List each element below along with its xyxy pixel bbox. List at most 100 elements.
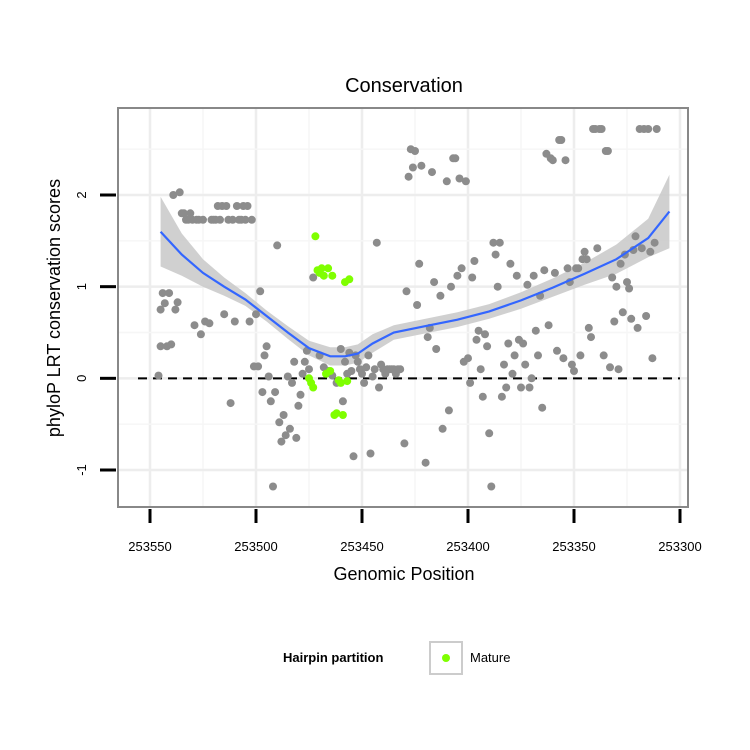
data-point bbox=[305, 365, 313, 374]
x-tick-label: 253450 bbox=[340, 539, 383, 554]
data-point bbox=[597, 125, 606, 133]
data-point bbox=[584, 323, 593, 332]
data-point bbox=[559, 354, 568, 363]
data-point bbox=[165, 289, 174, 298]
data-point bbox=[627, 314, 636, 323]
y-axis-title: phyloP LRT conservation scores bbox=[44, 179, 64, 437]
data-point bbox=[417, 161, 426, 170]
data-point bbox=[502, 383, 511, 392]
data-point bbox=[599, 351, 608, 360]
data-point bbox=[366, 449, 375, 458]
data-point bbox=[646, 247, 655, 256]
data-point bbox=[353, 357, 362, 366]
data-point bbox=[540, 266, 549, 275]
data-point bbox=[179, 209, 188, 218]
y-tick-label: 2 bbox=[74, 191, 89, 198]
data-point bbox=[557, 136, 566, 144]
data-point bbox=[252, 310, 260, 319]
data-point bbox=[481, 330, 489, 339]
points-other bbox=[154, 125, 661, 491]
data-point bbox=[232, 202, 241, 210]
data-point bbox=[457, 264, 466, 273]
data-point-mature bbox=[317, 264, 326, 273]
data-point bbox=[436, 291, 445, 300]
data-point bbox=[154, 371, 163, 380]
smooth-line bbox=[159, 210, 671, 358]
data-point bbox=[245, 317, 254, 326]
data-point bbox=[442, 177, 451, 186]
data-point bbox=[576, 351, 585, 360]
data-point bbox=[288, 378, 296, 387]
data-point bbox=[470, 257, 479, 265]
data-point bbox=[336, 345, 345, 353]
data-point bbox=[421, 458, 430, 467]
legend: Hairpin partition Mature bbox=[283, 641, 510, 675]
data-point bbox=[199, 215, 207, 224]
data-point bbox=[262, 342, 271, 351]
data-point bbox=[652, 125, 661, 133]
x-axis-title: Genomic Position bbox=[333, 564, 474, 584]
data-point bbox=[228, 215, 237, 224]
data-point bbox=[413, 301, 422, 309]
data-point bbox=[400, 439, 409, 448]
data-point bbox=[296, 390, 305, 399]
data-point bbox=[468, 273, 477, 282]
data-point bbox=[491, 250, 500, 259]
data-point bbox=[438, 424, 447, 433]
data-point bbox=[544, 321, 553, 330]
data-point bbox=[614, 365, 623, 374]
data-point bbox=[548, 156, 557, 165]
y-tick-label: -1 bbox=[74, 464, 89, 476]
data-point bbox=[538, 403, 547, 412]
data-point bbox=[574, 264, 583, 273]
data-point bbox=[523, 280, 532, 289]
data-point bbox=[266, 397, 275, 406]
x-tick-label: 253350 bbox=[552, 539, 595, 554]
data-point bbox=[582, 255, 591, 264]
data-point bbox=[294, 401, 303, 410]
x-tick-label: 253550 bbox=[128, 539, 171, 554]
data-point bbox=[222, 202, 231, 210]
data-point bbox=[167, 340, 176, 349]
points-mature bbox=[305, 232, 354, 419]
data-point bbox=[474, 326, 483, 335]
data-point bbox=[190, 321, 199, 330]
data-point bbox=[254, 362, 263, 371]
data-point bbox=[156, 305, 165, 314]
data-point bbox=[364, 351, 373, 360]
data-point bbox=[527, 374, 536, 383]
data-point bbox=[411, 147, 419, 155]
data-point-mature bbox=[343, 377, 352, 386]
data-point bbox=[500, 360, 508, 369]
data-point bbox=[625, 284, 634, 293]
data-point bbox=[563, 264, 572, 273]
data-point bbox=[534, 351, 542, 360]
data-point bbox=[264, 372, 273, 381]
data-point bbox=[423, 333, 432, 342]
data-point bbox=[362, 363, 371, 372]
data-point bbox=[447, 282, 455, 291]
data-point bbox=[567, 360, 576, 369]
data-point bbox=[298, 369, 307, 378]
x-tick-label: 253500 bbox=[234, 539, 277, 554]
data-point bbox=[402, 287, 411, 296]
data-point bbox=[216, 215, 224, 224]
data-point bbox=[531, 326, 540, 335]
data-point bbox=[451, 154, 460, 163]
data-point bbox=[561, 156, 570, 165]
data-point bbox=[292, 433, 301, 442]
y-tick-label: 1 bbox=[74, 283, 89, 290]
x-tick-label: 253400 bbox=[446, 539, 489, 554]
data-point bbox=[186, 209, 195, 218]
data-point bbox=[341, 357, 349, 366]
data-point bbox=[279, 411, 288, 419]
data-point bbox=[472, 335, 481, 344]
data-point bbox=[580, 247, 589, 256]
legend-key-mature bbox=[442, 654, 450, 662]
data-point bbox=[370, 365, 379, 374]
data-point-mature bbox=[311, 232, 320, 241]
data-point bbox=[504, 339, 513, 348]
data-point bbox=[300, 357, 309, 366]
data-point bbox=[455, 174, 464, 183]
data-point bbox=[553, 346, 561, 355]
